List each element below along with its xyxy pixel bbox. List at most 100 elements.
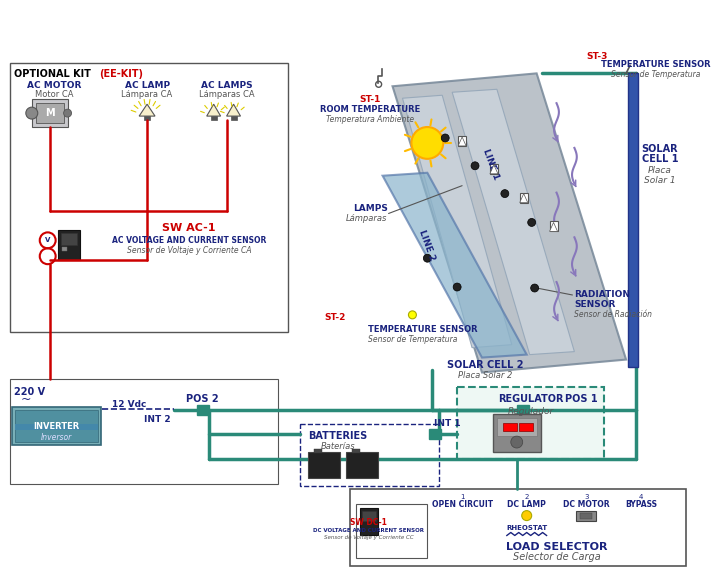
Text: (EE-KIT): (EE-KIT) <box>99 69 143 79</box>
Text: DC MOTOR: DC MOTOR <box>563 500 609 509</box>
Circle shape <box>26 107 38 119</box>
Bar <box>356 503 427 558</box>
Bar <box>350 489 685 566</box>
Bar <box>520 193 528 203</box>
Text: OPTIONAL KIT: OPTIONAL KIT <box>14 69 91 79</box>
Text: ST-1: ST-1 <box>359 95 380 104</box>
Text: SW DC-1: SW DC-1 <box>350 518 387 527</box>
Text: TEMPERATURE SENSOR: TEMPERATURE SENSOR <box>368 325 477 334</box>
Text: AC VOLTAGE AND CURRENT SENSOR: AC VOLTAGE AND CURRENT SENSOR <box>111 236 266 245</box>
Polygon shape <box>207 104 221 116</box>
Bar <box>32 99 67 127</box>
Circle shape <box>424 254 432 262</box>
Text: TEMPERATURE SENSOR: TEMPERATURE SENSOR <box>601 60 711 69</box>
Circle shape <box>411 127 443 159</box>
Bar <box>628 74 638 367</box>
Text: SENSOR: SENSOR <box>574 300 616 310</box>
Text: 4: 4 <box>639 493 643 500</box>
Text: ST-3: ST-3 <box>587 52 608 61</box>
Polygon shape <box>226 104 241 116</box>
Text: Baterías: Baterías <box>320 442 355 450</box>
Bar <box>519 423 533 431</box>
Bar <box>549 221 557 231</box>
Bar <box>457 387 604 459</box>
Text: ~: ~ <box>21 393 31 406</box>
Circle shape <box>441 134 449 142</box>
Text: DC VOLTAGE AND CURRENT SENSOR: DC VOLTAGE AND CURRENT SENSOR <box>313 528 424 533</box>
Text: AC LAMP: AC LAMP <box>124 81 170 90</box>
Circle shape <box>64 109 72 117</box>
Text: 12 Vdc: 12 Vdc <box>112 400 146 409</box>
Text: Sensor de Radiación: Sensor de Radiación <box>574 310 652 319</box>
Text: Solar 1: Solar 1 <box>644 176 676 185</box>
Text: RADIATION: RADIATION <box>574 290 630 300</box>
Bar <box>352 449 360 453</box>
Bar <box>61 247 67 251</box>
Text: REGULATOR: REGULATOR <box>498 394 563 404</box>
Circle shape <box>528 218 536 227</box>
Circle shape <box>408 311 416 319</box>
Text: Placa Solar 2: Placa Solar 2 <box>458 371 512 380</box>
Polygon shape <box>458 137 466 146</box>
Polygon shape <box>520 194 528 203</box>
Bar <box>231 116 236 120</box>
Text: Lámpara CA: Lámpara CA <box>121 90 173 99</box>
Polygon shape <box>452 89 574 354</box>
Text: ST-2: ST-2 <box>325 314 346 322</box>
Text: 1: 1 <box>460 493 464 500</box>
Text: Selector de Carga: Selector de Carga <box>513 552 600 562</box>
Text: Lámparas: Lámparas <box>346 214 388 223</box>
Text: Regulador: Regulador <box>508 406 554 416</box>
Polygon shape <box>490 165 498 173</box>
Polygon shape <box>549 223 557 231</box>
Bar <box>493 414 541 452</box>
Text: AC MOTOR: AC MOTOR <box>27 81 82 90</box>
Circle shape <box>531 284 539 292</box>
Bar <box>61 234 77 245</box>
Text: Placa: Placa <box>648 166 672 175</box>
Bar <box>458 136 466 146</box>
Text: BATTERIES: BATTERIES <box>308 431 367 441</box>
Text: INT 1: INT 1 <box>434 419 461 427</box>
Text: Inversor: Inversor <box>41 433 72 442</box>
Bar <box>12 407 101 445</box>
Bar <box>490 164 498 173</box>
Text: CELL 1: CELL 1 <box>641 154 678 164</box>
Text: BYPASS: BYPASS <box>625 500 657 509</box>
Bar <box>576 510 596 520</box>
Text: Temperatura Ambiente: Temperatura Ambiente <box>325 114 414 124</box>
Text: LINE 2: LINE 2 <box>418 228 437 262</box>
Text: DC LAMP: DC LAMP <box>508 500 546 509</box>
Bar <box>15 411 98 442</box>
Text: Motor CA: Motor CA <box>35 90 74 99</box>
Bar <box>429 429 441 439</box>
Bar <box>197 405 209 415</box>
Text: LINE 1: LINE 1 <box>482 147 500 180</box>
Bar <box>581 513 592 519</box>
Circle shape <box>471 162 479 170</box>
Polygon shape <box>382 173 526 357</box>
Bar <box>314 449 322 453</box>
Text: LAMPS: LAMPS <box>353 204 388 213</box>
Polygon shape <box>403 95 512 347</box>
Circle shape <box>501 190 509 197</box>
Bar <box>308 452 340 478</box>
Polygon shape <box>139 104 155 116</box>
Circle shape <box>522 510 531 520</box>
Bar <box>210 116 217 120</box>
Text: SW AC-1: SW AC-1 <box>162 224 215 234</box>
Text: AC LAMPS: AC LAMPS <box>201 81 252 90</box>
Circle shape <box>453 283 461 291</box>
Bar <box>35 103 64 123</box>
Text: Sensor de Voltaje y Corriente CC: Sensor de Voltaje y Corriente CC <box>324 535 414 540</box>
Bar <box>10 64 288 332</box>
Bar <box>58 230 80 260</box>
Bar <box>497 418 536 436</box>
Bar <box>15 424 98 430</box>
Bar <box>360 507 377 536</box>
Bar <box>517 405 529 415</box>
Bar <box>362 510 376 520</box>
Bar <box>144 116 150 120</box>
Bar <box>10 380 278 484</box>
Bar <box>503 423 517 431</box>
